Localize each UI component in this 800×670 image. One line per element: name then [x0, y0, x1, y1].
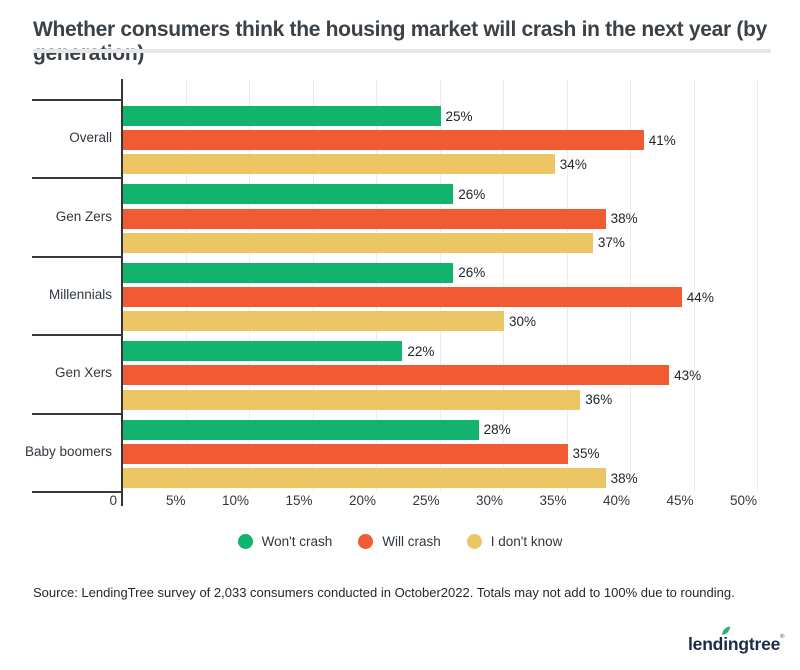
gridline — [503, 79, 504, 492]
legend-label: Will crash — [382, 534, 441, 549]
gridline — [249, 79, 250, 492]
bar-won-t-crash — [123, 184, 454, 205]
bar-won-t-crash — [123, 262, 454, 283]
category-tick — [32, 177, 122, 180]
legend-item: Will crash — [358, 534, 441, 549]
bar-value-label: 38% — [610, 470, 638, 486]
bar-value-label: 25% — [445, 108, 473, 124]
legend-swatch-icon — [358, 534, 374, 549]
x-axis-tick-label: 5% — [165, 493, 186, 508]
category-label: Gen Zers — [55, 208, 112, 224]
bar-value-label: 35% — [572, 446, 600, 462]
gridline — [693, 79, 695, 492]
gridline — [312, 79, 314, 492]
category-label: Baby boomers — [24, 443, 112, 459]
bar-will-crash — [123, 443, 568, 464]
legend-item: Won't crash — [237, 534, 333, 549]
gridline — [630, 79, 631, 492]
bar-value-label: 28% — [483, 422, 511, 438]
category-label: Overall — [69, 130, 112, 146]
bar-won-t-crash — [123, 419, 479, 440]
leaf-icon — [722, 626, 731, 636]
bar-value-label: 38% — [610, 211, 638, 227]
category-tick — [32, 491, 122, 493]
page-title: Whether consumers think the housing mark… — [33, 18, 767, 65]
logo-text-part2: ngtree — [727, 634, 781, 654]
category-tick — [32, 255, 122, 258]
legend-item: I don't know — [466, 534, 563, 549]
bar-i-don-t-know — [123, 311, 504, 332]
bar-value-label: 37% — [597, 235, 625, 251]
bar-i-don-t-know — [123, 468, 606, 488]
gridline — [185, 79, 187, 492]
source-note: Source: LendingTree survey of 2,033 cons… — [33, 585, 735, 600]
x-axis-tick-label: 45% — [666, 493, 694, 508]
bar-i-don-t-know — [123, 232, 593, 253]
bar-value-label: 41% — [648, 132, 676, 148]
legend-label: Won't crash — [261, 534, 333, 549]
bar-will-crash — [123, 130, 644, 151]
gridline — [566, 79, 568, 492]
category-tick — [32, 412, 122, 415]
x-axis-tick-label: 50% — [729, 493, 757, 508]
bar-value-label: 36% — [585, 392, 613, 408]
x-axis-tick-label: 25% — [412, 493, 440, 508]
legend-label: I don't know — [490, 534, 563, 549]
title-divider — [33, 49, 771, 53]
category-tick — [32, 334, 122, 337]
bar-will-crash — [123, 287, 682, 307]
x-axis-tick-label: 30% — [475, 493, 503, 508]
housing-crash-chart: Overall 25% 41% 34% Gen Zers 26% 38% 37% Millenn… — [24, 79, 758, 508]
category-tick — [32, 99, 122, 101]
bar-won-t-crash — [123, 106, 441, 126]
category-label: Gen Xers — [54, 365, 112, 381]
gridline — [439, 79, 441, 492]
bar-value-label: 30% — [509, 313, 537, 329]
bar-value-label: 43% — [674, 367, 702, 383]
chart-legend: Won't crash Will crash I don't know — [0, 534, 800, 549]
legend-swatch-icon — [466, 534, 482, 549]
x-axis-tick-label: 20% — [348, 493, 376, 508]
logo-text-part1: lend — [688, 634, 724, 654]
bar-will-crash — [123, 365, 670, 386]
gridline — [757, 79, 758, 492]
legend-swatch-icon — [237, 534, 253, 549]
x-axis-tick-label: 15% — [285, 493, 313, 508]
bar-won-t-crash — [123, 341, 403, 362]
logo-dotted-letter: i — [723, 634, 728, 654]
bar-value-label: 26% — [458, 265, 486, 281]
bar-i-don-t-know — [123, 154, 555, 175]
category-label: Millennials — [48, 287, 112, 302]
x-axis-tick-label: 0 — [109, 493, 117, 508]
gridline — [376, 79, 377, 492]
x-axis-tick-label: 10% — [221, 493, 249, 508]
bar-value-label: 26% — [458, 186, 486, 202]
lendingtree-logo: lend ingtree® — [688, 626, 785, 655]
x-axis-tick-label: 35% — [539, 493, 567, 508]
logo-trademark: ® — [780, 634, 785, 640]
bar-i-don-t-know — [123, 389, 581, 410]
bar-value-label: 22% — [407, 343, 435, 359]
bar-value-label: 34% — [559, 156, 587, 172]
x-axis-tick-label: 40% — [602, 493, 630, 508]
bar-value-label: 44% — [686, 289, 714, 305]
bar-will-crash — [123, 208, 606, 229]
y-axis-line — [121, 79, 123, 506]
